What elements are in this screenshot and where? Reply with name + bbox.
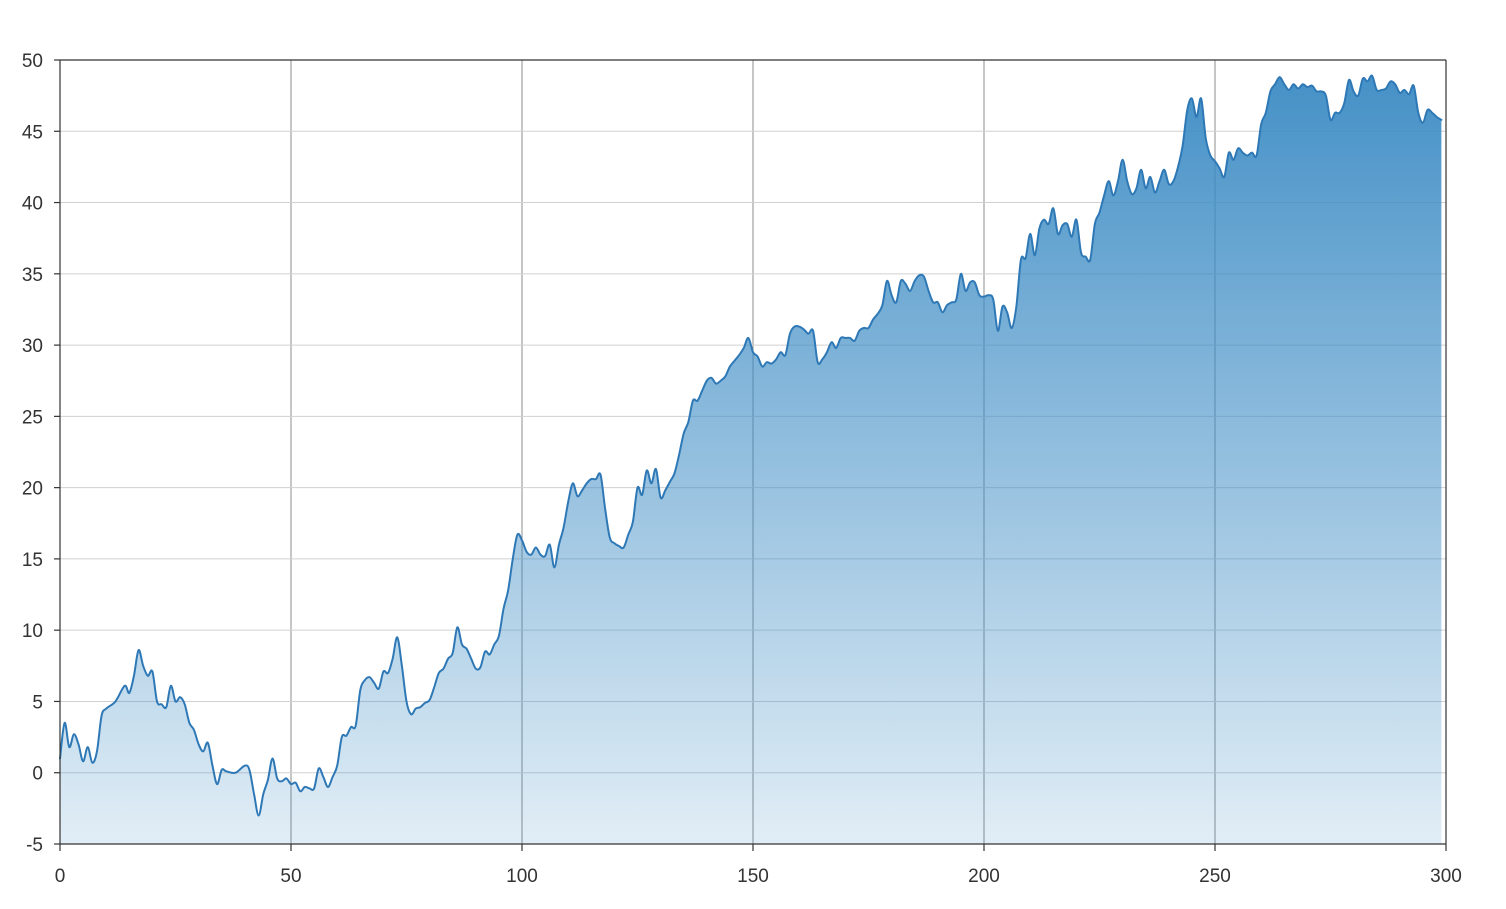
y-tick-label: 15 (22, 550, 43, 571)
x-tick-label: 300 (1430, 866, 1462, 887)
y-tick-label: 25 (22, 407, 43, 428)
y-tick-label: 40 (22, 194, 43, 215)
x-tick-label: 200 (968, 866, 1000, 887)
y-tick-label: -5 (26, 835, 43, 856)
x-tick-label: 50 (280, 866, 301, 887)
y-tick-label: 20 (22, 479, 43, 500)
y-tick-label: 10 (22, 621, 43, 642)
series-line (59, 74, 1443, 817)
y-tick-label: 50 (22, 51, 43, 72)
x-tick-label: 100 (506, 866, 538, 887)
area-fill (60, 75, 1442, 844)
x-tick-label: 150 (737, 866, 769, 887)
y-tick-label: 35 (22, 265, 43, 286)
y-tick-label: 45 (22, 122, 43, 143)
y-tick-label: 0 (32, 764, 43, 785)
y-tick-label: 5 (32, 692, 43, 713)
x-tick-label: 0 (55, 866, 66, 887)
x-tick-label: 250 (1199, 866, 1231, 887)
ticks: 0 50 100 150 200 250 300 -5 0 5 10 15 20 25 30 35 40 45 50 (22, 51, 1462, 887)
y-tick-label: 30 (22, 336, 43, 357)
